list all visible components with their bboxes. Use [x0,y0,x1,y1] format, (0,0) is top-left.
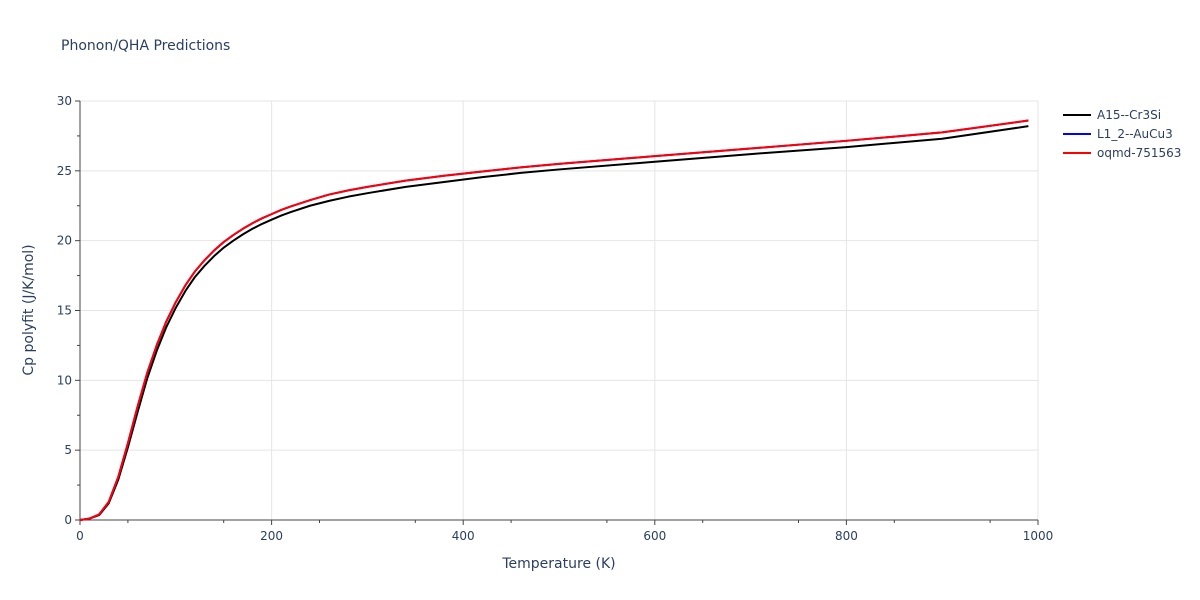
y-tick-label: 25 [57,164,72,178]
legend-label: oqmd-751563 [1097,146,1181,160]
x-axis-title: Temperature (K) [501,556,615,572]
y-axis-title: Cp polyfit (J/K/mol) [21,244,37,375]
x-tick-label: 400 [452,529,475,543]
legend-item-2[interactable]: oqmd-751563 [1063,146,1181,160]
legend[interactable]: A15--Cr3Si L1_2--AuCu3 oqmd-751563 [1063,108,1181,160]
y-tick-label: 0 [64,513,72,527]
y-tick-label: 10 [57,373,72,387]
y-tick-label: 5 [64,443,72,457]
legend-item-1[interactable]: L1_2--AuCu3 [1063,127,1173,141]
x-tick-label: 200 [260,529,283,543]
x-tick-label: 600 [643,529,666,543]
x-tick-label: 1000 [1023,529,1054,543]
series-line-1 [79,119,1029,521]
legend-label: L1_2--AuCu3 [1097,127,1173,141]
legend-item-0[interactable]: A15--Cr3Si [1063,108,1161,122]
y-tick-label: 30 [57,94,72,108]
series-line-0 [79,125,1029,521]
x-tick-label: 800 [835,529,858,543]
series-line-2 [79,119,1029,521]
series-layer [79,119,1029,521]
grid [80,100,1039,520]
axes: 0 200 400 600 800 1000 0 5 10 15 20 25 30 [57,94,1054,543]
chart-title: Phonon/QHA Predictions [61,38,230,54]
y-tick-label: 20 [57,234,72,248]
x-tick-label: 0 [76,529,84,543]
legend-label: A15--Cr3Si [1097,108,1161,122]
y-tick-label: 15 [57,304,72,318]
